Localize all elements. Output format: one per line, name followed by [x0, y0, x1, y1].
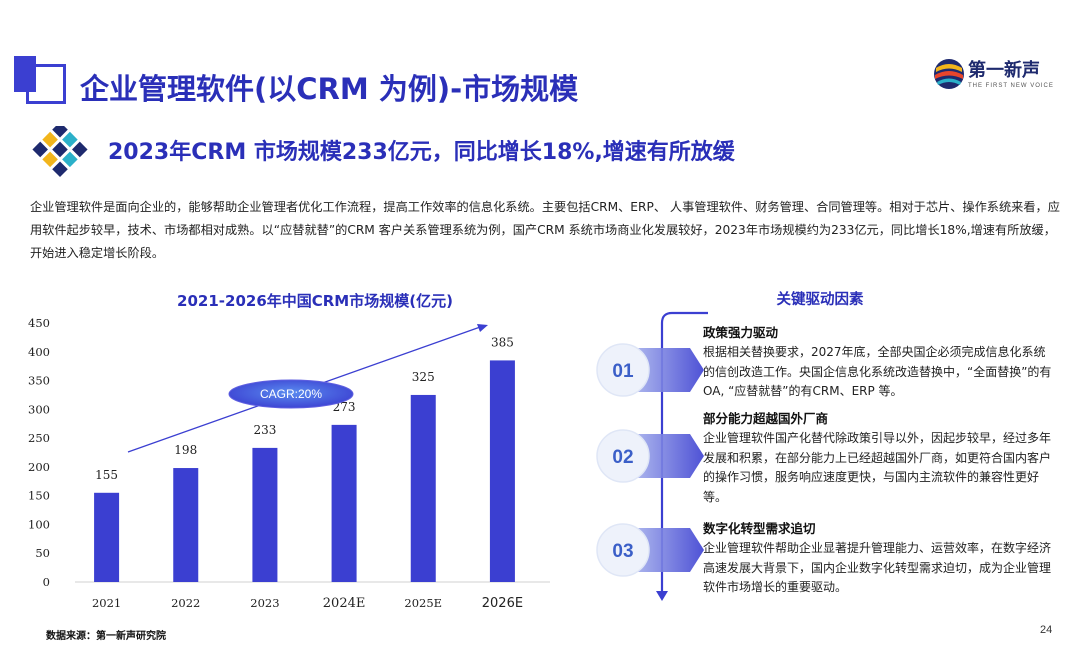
x-tick-label: 2026E [482, 596, 523, 611]
badge-number: 01 [612, 361, 634, 382]
cagr-annotation: CAGR:20% [228, 379, 354, 409]
brand-name: 第一新声 [968, 60, 1040, 81]
driver-title: 数字化转型需求追切 [703, 521, 816, 536]
diamond-grid-icon [32, 126, 88, 178]
driver-item-policy: 政策强力驱动 根据相关替换要求，2027年底，全部央国企必须完成信息化系统的信创… [703, 324, 1053, 402]
badge-circle [596, 343, 650, 397]
badge-circle [596, 523, 650, 577]
driver-badge-01: 01 [596, 343, 704, 397]
bar-2024E [331, 424, 357, 582]
y-tick-label: 150 [28, 489, 50, 503]
y-tick-label: 250 [28, 431, 50, 445]
driver-badge-02: 02 [596, 429, 704, 483]
bar-2021 [94, 492, 120, 582]
x-tick-label: 2023 [250, 596, 279, 610]
data-label: 325 [412, 370, 435, 384]
cagr-label: CAGR:20% [260, 387, 322, 401]
page-title: 企业管理软件(以CRM 为例)-市场规模 [80, 72, 579, 106]
bar-chart: 0 50 100 150 200 250 300 350 400 450 155 2021 198 202… [28, 316, 550, 611]
badge-number: 02 [612, 447, 633, 468]
driver-text: 根据相关替换要求，2027年底，全部央国企必须完成信息化系统的信创改造工作。央国… [703, 345, 1052, 398]
driver-text: 企业管理软件国产化替代除政策引导以外，因起步较早，经过多年发展和积累，在部分能力… [703, 431, 1052, 504]
driver-title: 政策强力驱动 [703, 325, 779, 340]
page-number: 24 [1040, 624, 1053, 636]
driver-text: 企业管理软件帮助企业显著提升管理能力、运营效率，在数字经济高速发展大背景下，国内… [703, 541, 1052, 594]
y-tick-label: 100 [28, 517, 50, 531]
bar-2026E [489, 360, 515, 582]
x-tick-label: 2024E [323, 596, 366, 611]
badge-number: 03 [612, 541, 633, 562]
x-tick-label: 2025E [404, 596, 442, 610]
data-label: 155 [95, 468, 118, 482]
y-tick-label: 0 [43, 575, 50, 589]
data-source: 数据来源：第一新声研究院 [46, 631, 166, 642]
badge-circle [596, 429, 650, 483]
header-accent-frame [26, 64, 66, 104]
drivers-timeline: 01 02 03 [596, 311, 708, 601]
y-tick-label: 300 [28, 402, 50, 416]
trend-arrow-head [477, 324, 488, 332]
timeline-arrow-icon [656, 591, 668, 601]
driver-title: 部分能力超越国外厂商 [703, 411, 829, 426]
cagr-ellipse [228, 379, 354, 409]
brand-logo-icon [934, 59, 964, 89]
timeline-line [660, 311, 708, 597]
y-tick-label: 450 [28, 316, 50, 330]
drivers-title: 关键驱动因素 [776, 292, 864, 308]
brand-tagline: THE FIRST NEW VOICE [968, 83, 1054, 89]
y-tick-label: 50 [35, 546, 50, 560]
bar-2023 [252, 447, 278, 582]
y-tick-label: 200 [28, 460, 50, 474]
driver-item-capability: 部分能力超越国外厂商 企业管理软件国产化替代除政策引导以外，因起步较早，经过多年… [703, 410, 1053, 507]
data-label: 385 [491, 335, 514, 349]
y-tick-label: 350 [28, 374, 50, 388]
x-tick-label: 2021 [92, 596, 121, 610]
bar-2022 [173, 468, 199, 582]
data-label: 233 [253, 423, 276, 437]
bar-2025E [410, 394, 436, 582]
driver-item-digital: 数字化转型需求追切 企业管理软件帮助企业显著提升管理能力、运营效率，在数字经济高… [703, 520, 1053, 598]
driver-badge-03: 03 [596, 523, 704, 577]
x-tick-label: 2022 [171, 596, 200, 610]
intro-paragraph: 企业管理软件是面向企业的，能够帮助企业管理者优化工作流程，提高工作效率的信息化系… [30, 200, 1060, 260]
section-subtitle: 2023年CRM 市场规模233亿元，同比增长18%,增速有所放缓 [108, 140, 735, 165]
data-label: 198 [174, 443, 197, 457]
y-tick-label: 400 [28, 345, 50, 359]
chart-title: 2021-2026年中国CRM市场规模(亿元) [177, 292, 453, 310]
